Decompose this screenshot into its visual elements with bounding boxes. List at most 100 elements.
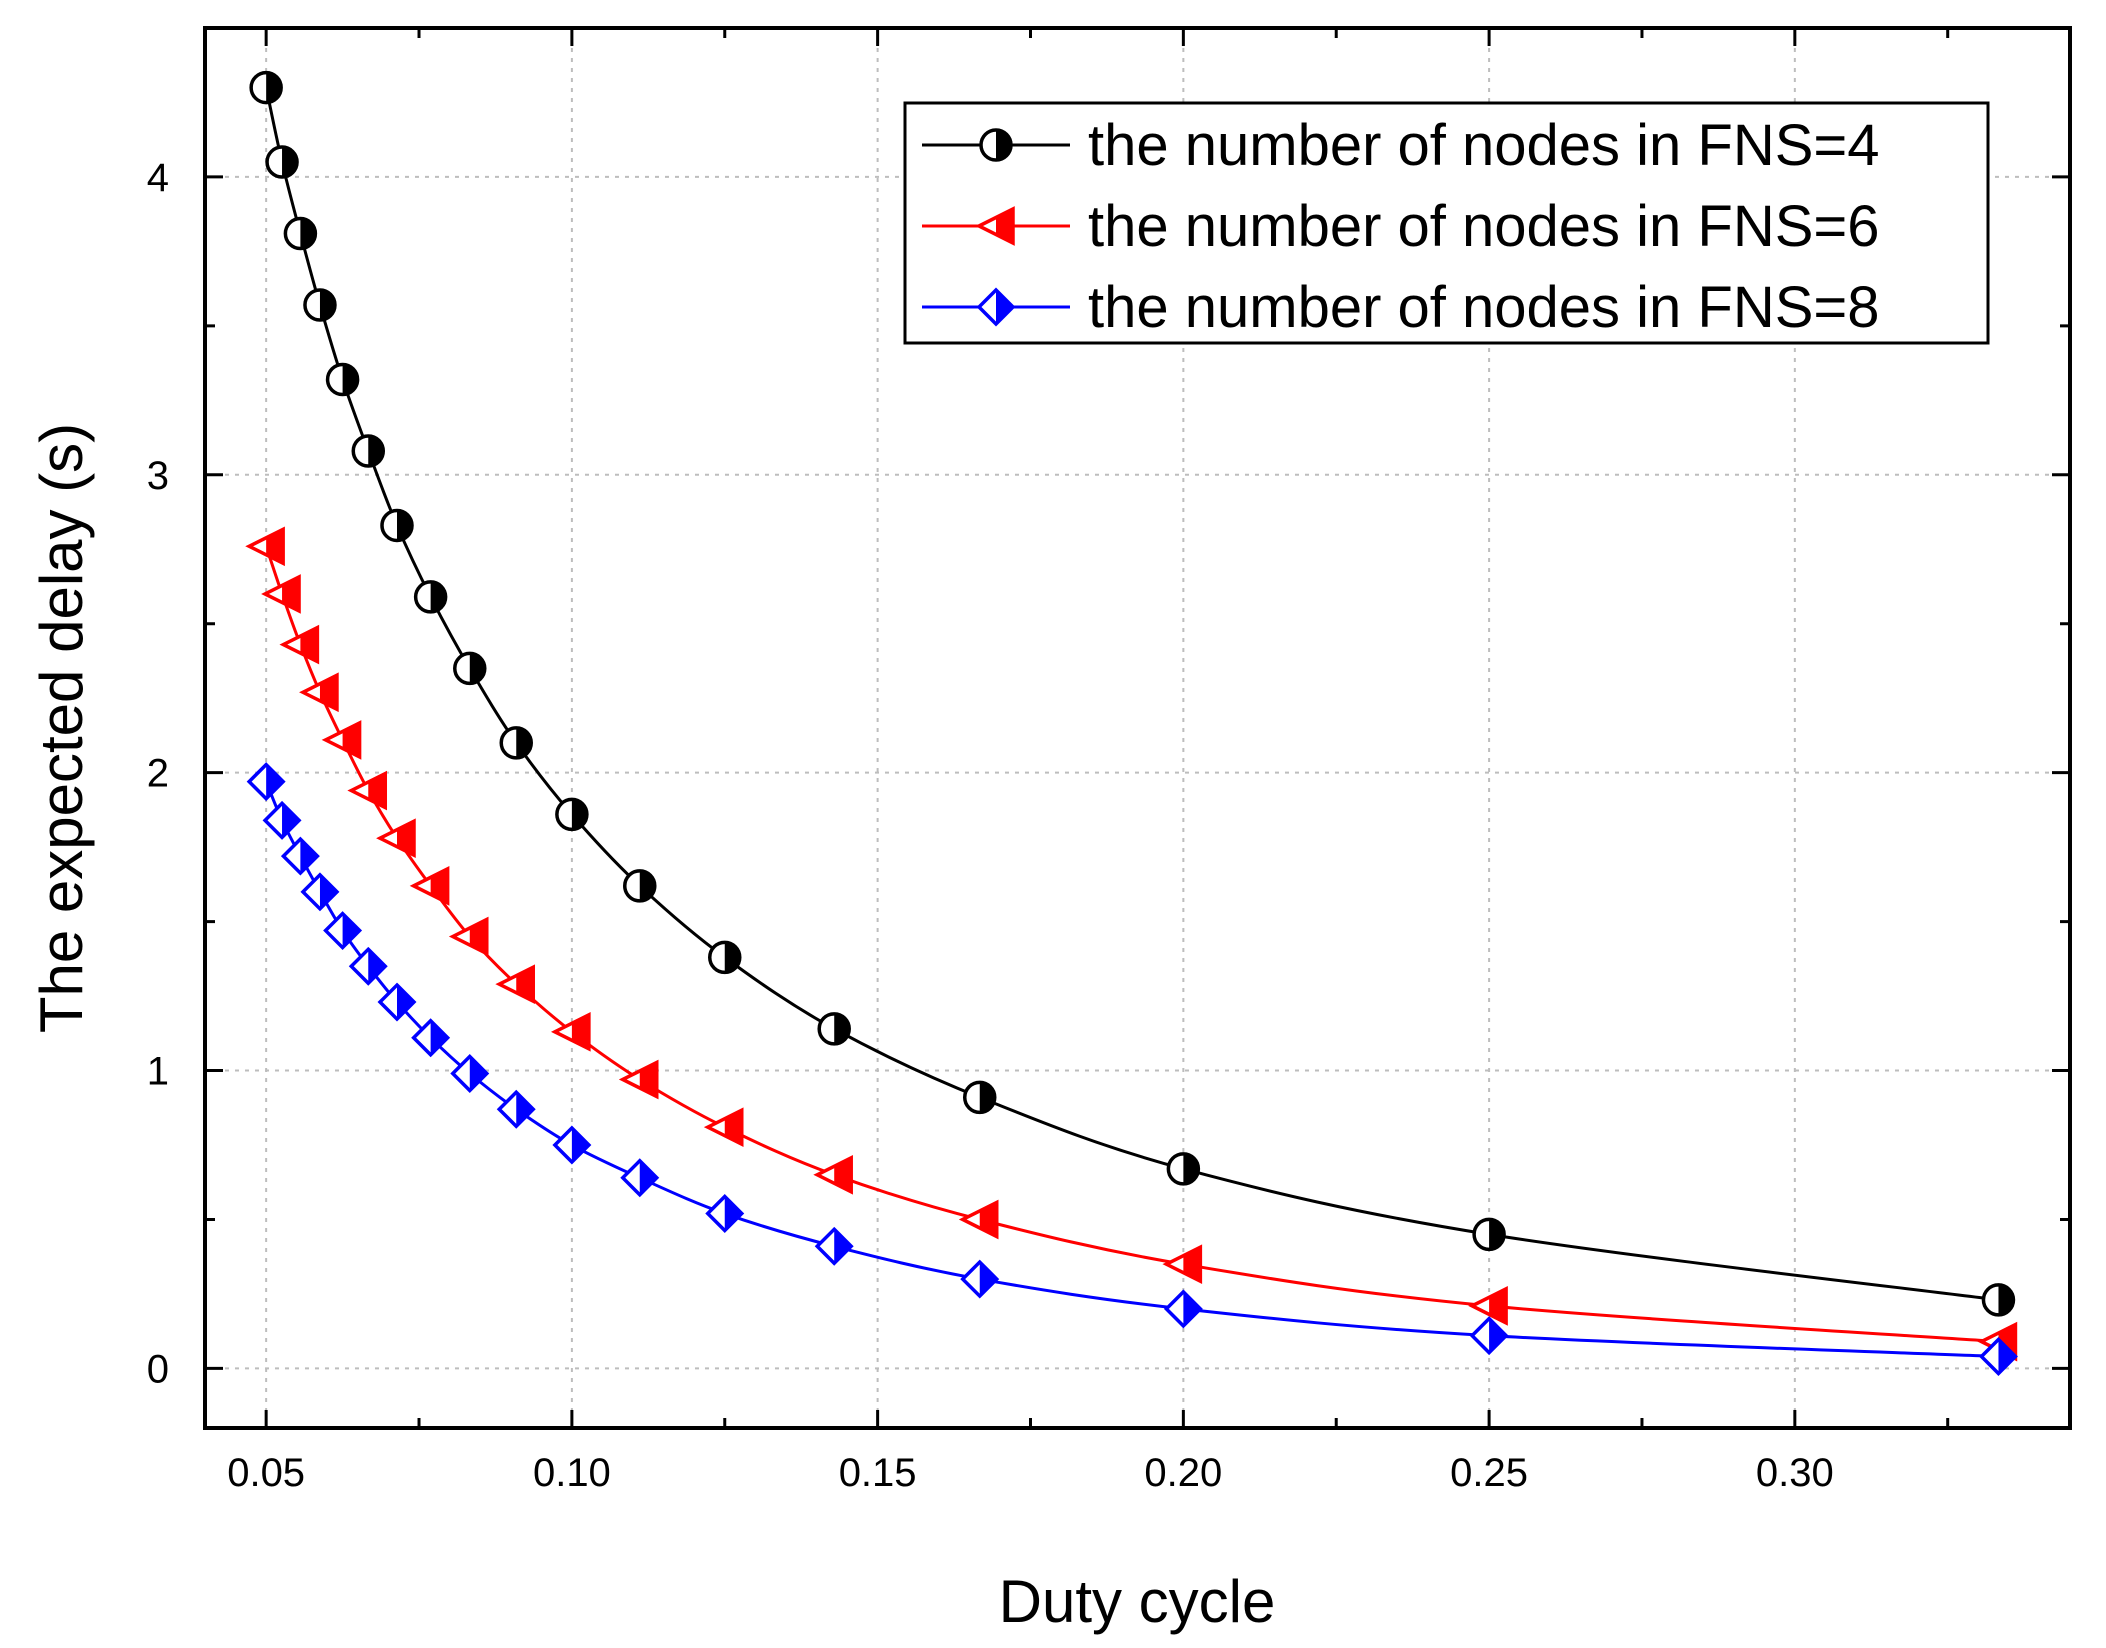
data-point — [303, 288, 337, 322]
y-tick-label: 0 — [147, 1347, 169, 1391]
legend-marker — [976, 287, 1016, 327]
data-point — [1469, 1316, 1509, 1356]
data-point — [409, 866, 450, 906]
data-point — [262, 800, 302, 840]
data-point — [448, 916, 489, 957]
data-point — [1472, 1217, 1506, 1252]
data-point — [300, 872, 340, 912]
data-point — [1166, 1152, 1201, 1186]
y-axis-title: The expected delay (s) — [28, 423, 95, 1033]
x-tick-label: 0.05 — [227, 1451, 305, 1495]
series-layer — [245, 70, 2018, 1376]
data-point — [411, 1018, 451, 1058]
marker-fill — [996, 130, 1011, 160]
data-point — [321, 720, 362, 760]
data-point — [351, 434, 386, 468]
marker-fill — [430, 868, 448, 903]
legend-item-3: the number of nodes in FNS=8 — [922, 275, 1880, 340]
legend-label: the number of nodes in FNS=8 — [1088, 275, 1880, 340]
data-point — [708, 940, 742, 975]
marker-fill — [996, 209, 1013, 243]
marker-fill — [979, 1262, 997, 1297]
marker-fill — [397, 510, 413, 541]
marker-fill — [397, 821, 415, 856]
x-tick-label: 0.20 — [1144, 1451, 1222, 1495]
data-point — [814, 1226, 854, 1266]
data-point — [962, 1080, 997, 1115]
legend-marker — [975, 206, 1015, 246]
legend-item-2: the number of nodes in FNS=6 — [922, 194, 1880, 259]
data-point — [377, 982, 417, 1022]
data-point — [620, 1158, 660, 1198]
marker-fill — [368, 773, 386, 808]
marker-fill — [342, 913, 360, 948]
marker-fill — [319, 290, 335, 321]
marker-fill — [724, 942, 740, 973]
marker-fill — [724, 1196, 742, 1231]
series-line — [264, 781, 1999, 1359]
marker-fill — [1998, 1339, 2016, 1374]
marker-fill — [1489, 1318, 1507, 1353]
plot-frame — [203, 26, 2072, 1430]
marker-fill — [571, 1014, 589, 1049]
marker-fill — [368, 949, 386, 984]
marker-fill — [266, 72, 282, 103]
data-point — [261, 574, 301, 614]
x-tick-label: 0.25 — [1450, 1451, 1528, 1495]
data-point — [246, 762, 286, 802]
marker-fill — [266, 529, 284, 564]
marker-fill — [266, 764, 284, 799]
marker-fill — [469, 919, 487, 954]
marker-fill — [1183, 1247, 1201, 1282]
data-point — [376, 818, 416, 859]
data-point — [249, 70, 283, 105]
data-point — [347, 770, 388, 811]
marker-fill — [282, 147, 298, 178]
data-point — [960, 1259, 1000, 1299]
marker-fill — [516, 727, 532, 758]
data-point — [325, 362, 360, 397]
data-point — [279, 624, 320, 665]
marker-fill — [571, 1128, 589, 1163]
marker-fill — [1183, 1153, 1199, 1184]
marker-fill — [319, 675, 337, 710]
data-point — [1981, 1283, 2016, 1317]
data-point — [280, 836, 320, 876]
marker-fill — [571, 799, 587, 830]
data-point — [813, 1154, 853, 1195]
data-point — [555, 797, 589, 832]
y-tick-label: 4 — [147, 156, 169, 200]
data-point — [380, 508, 414, 543]
y-tick-label: 3 — [147, 454, 169, 498]
marker-fill — [979, 1202, 997, 1237]
data-point — [453, 651, 487, 686]
marker-fill — [639, 1160, 657, 1195]
marker-fill — [342, 364, 358, 395]
x-axis-title: Duty cycle — [999, 1568, 1276, 1635]
legend-label: the number of nodes in FNS=4 — [1088, 113, 1880, 178]
data-point — [245, 526, 285, 567]
marker-fill — [516, 967, 534, 1002]
marker-fill — [397, 985, 415, 1020]
data-point — [618, 1059, 659, 1100]
x-tick-label: 0.10 — [533, 1451, 611, 1495]
data-point — [495, 964, 535, 1005]
data-point — [552, 1125, 592, 1165]
legend-item-1: the number of nodes in FNS=4 — [922, 113, 1880, 178]
marker-fill — [368, 435, 384, 466]
marker-fill — [430, 1020, 448, 1055]
series-1 — [249, 70, 2016, 1317]
marker-fill — [834, 1229, 852, 1264]
tick-layer: 0.05 0.10 0.15 0.20 0.25 0.30 0 1 2 3 4 — [147, 28, 2070, 1495]
data-point — [705, 1194, 745, 1234]
x-tick-label: 0.30 — [1756, 1451, 1834, 1495]
marker-fill — [430, 581, 446, 612]
x-tick-label: 0.15 — [839, 1451, 917, 1495]
marker-fill — [996, 290, 1013, 324]
data-point — [496, 1089, 536, 1129]
marker-fill — [319, 874, 337, 909]
marker-fill — [979, 1082, 995, 1113]
marker-fill — [282, 576, 300, 611]
data-point — [265, 145, 299, 179]
legend-box — [903, 101, 1990, 345]
